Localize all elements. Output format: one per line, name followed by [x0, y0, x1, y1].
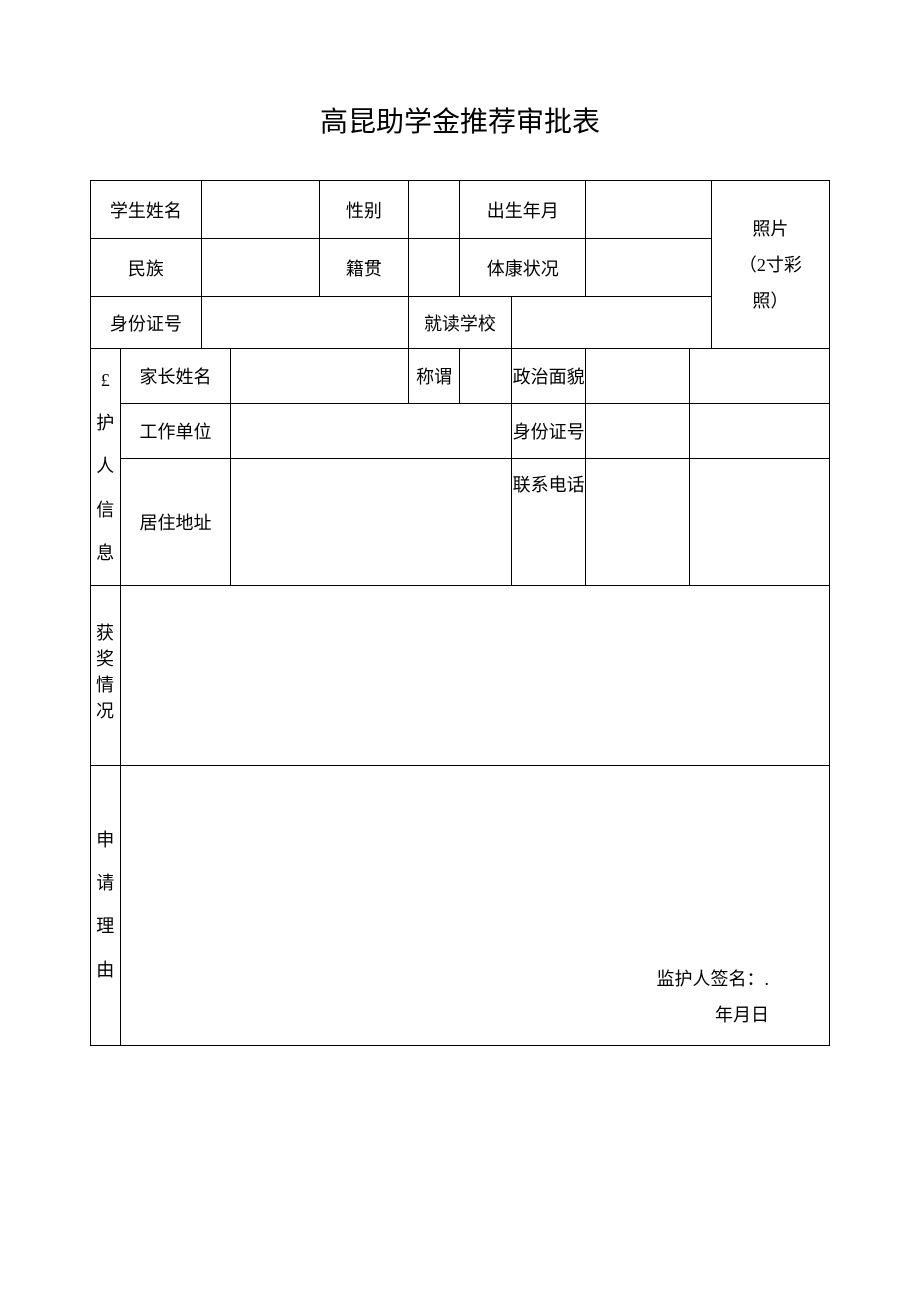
- origin-label: 籍贯: [320, 239, 409, 297]
- address-label: 居住地址: [120, 459, 231, 586]
- phone-value: [586, 459, 689, 586]
- photo-line1: 照片: [712, 211, 829, 247]
- awards-label: 获奖情况: [91, 585, 121, 765]
- student-id-label: 身份证号: [91, 297, 202, 349]
- gender-value: [408, 181, 460, 239]
- guardian-id-label: 身份证号: [512, 404, 586, 459]
- address-value: [231, 459, 512, 586]
- student-name-value: [201, 181, 319, 239]
- guardian-name-value: [231, 349, 408, 404]
- guardian-name-label: 家长姓名: [120, 349, 231, 404]
- gender-label: 性别: [320, 181, 409, 239]
- photo-cell: 照片 （2寸彩 照）: [711, 181, 829, 349]
- ethnicity-label: 民族: [91, 239, 202, 297]
- relation-label: 称谓: [408, 349, 460, 404]
- guardian-id-extra: [689, 404, 830, 459]
- relation-value: [460, 349, 512, 404]
- political-value: [586, 349, 689, 404]
- political-extra: [689, 349, 830, 404]
- signature-label: 监护人签名：.: [595, 961, 769, 997]
- health-label: 体康状况: [460, 239, 586, 297]
- school-value: [512, 297, 712, 349]
- phone-extra: [689, 459, 830, 586]
- political-label: 政治面貌: [512, 349, 586, 404]
- awards-value: [120, 585, 829, 765]
- birth-value: [586, 181, 712, 239]
- guardian-section-label: £护人信息: [91, 349, 121, 586]
- workplace-value: [231, 404, 512, 459]
- school-label: 就读学校: [408, 297, 511, 349]
- form-title: 高昆助学金推荐审批表: [90, 100, 830, 140]
- student-name-label: 学生姓名: [91, 181, 202, 239]
- photo-line2: （2寸彩: [712, 247, 829, 283]
- ethnicity-value: [201, 239, 319, 297]
- reason-label: 申请理由: [91, 765, 121, 1045]
- workplace-label: 工作单位: [120, 404, 231, 459]
- date-label: 年月日: [715, 997, 769, 1033]
- health-value: [586, 239, 712, 297]
- guardian-id-value: [586, 404, 689, 459]
- student-id-value: [201, 297, 408, 349]
- phone-label: 联系电话: [512, 459, 586, 586]
- birth-label: 出生年月: [460, 181, 586, 239]
- approval-form-table: 学生姓名 性别 出生年月 照片 （2寸彩 照） 民族 籍贯 体康状况 身份证号 …: [90, 180, 830, 1046]
- photo-line3: 照）: [712, 283, 829, 319]
- origin-value: [408, 239, 460, 297]
- reason-value: 监护人签名：. 年月日: [120, 765, 829, 1045]
